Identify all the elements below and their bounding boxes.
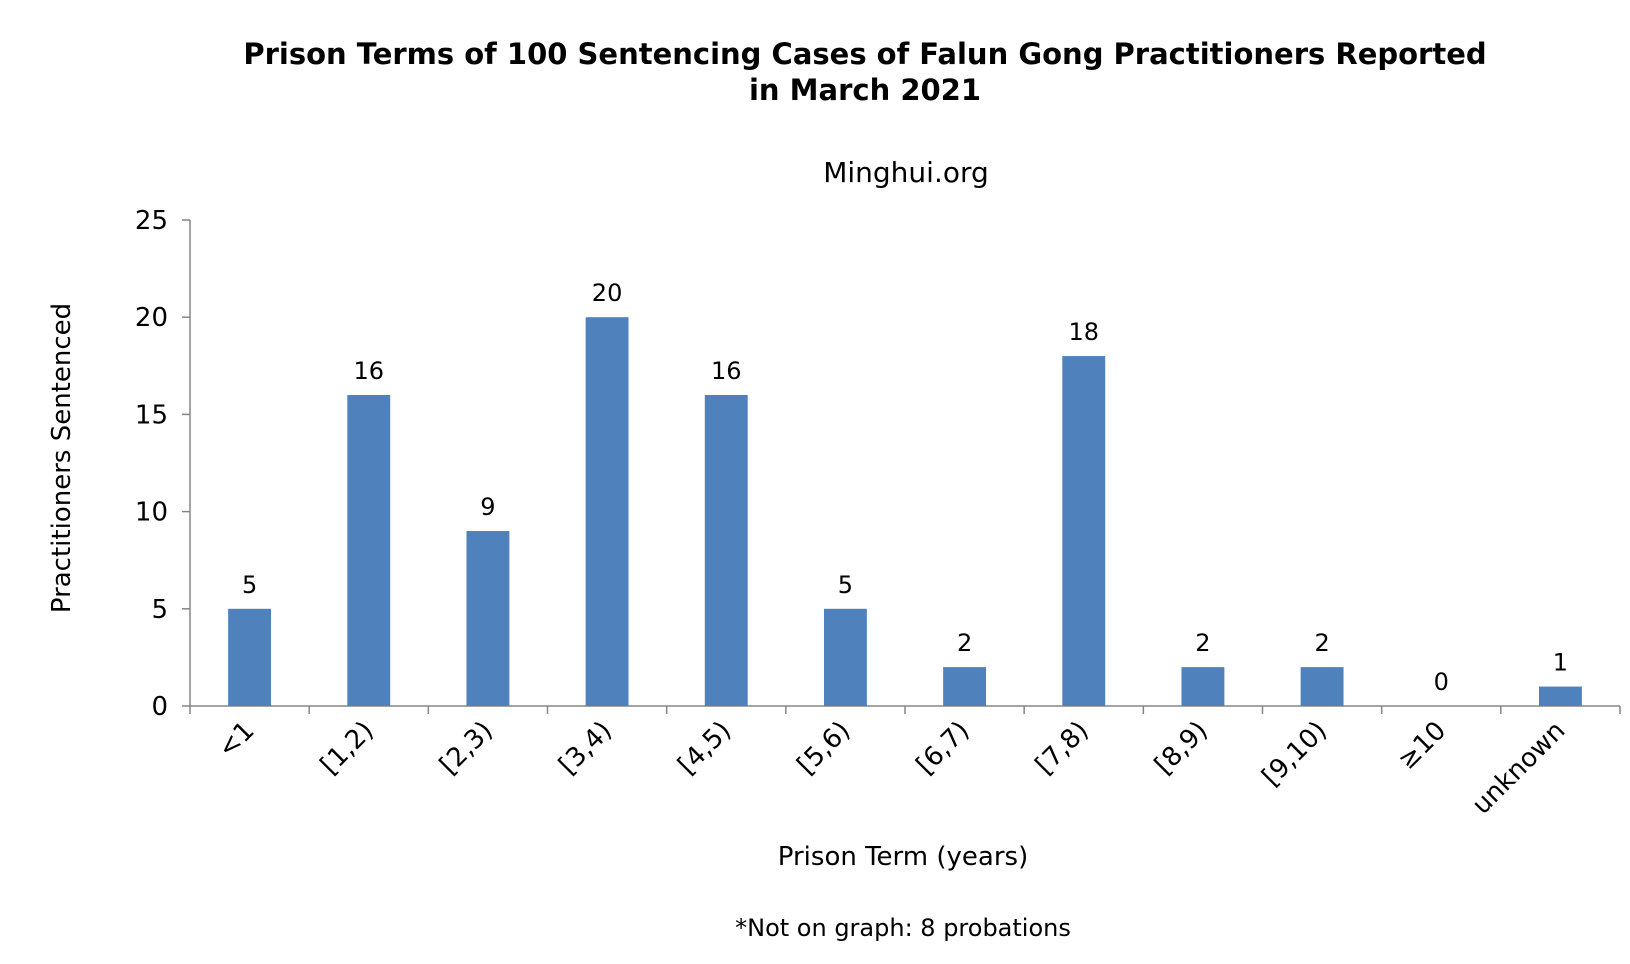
y-tick-label: 5 [151,595,168,625]
y-tick-label: 10 [135,498,168,528]
bar [1062,356,1106,706]
x-tick-label: [1,2) [315,716,380,781]
data-label: 20 [592,279,623,307]
data-label: 16 [711,357,742,385]
x-tick-label: [9,10) [1257,716,1334,793]
y-axis-label: Practitioners Sentenced [47,303,77,613]
data-label: 16 [353,357,384,385]
data-label: 2 [1195,629,1210,657]
data-label: 1 [1553,649,1568,677]
bar [1300,667,1344,706]
data-label: 0 [1434,668,1449,696]
x-tick-label: unknown [1467,716,1572,821]
y-axis: 0 5 10 15 20 25 [135,206,191,722]
chart-footnote: *Not on graph: 8 probations [735,914,1071,942]
chart-title: Prison Terms of 100 Sentencing Cases of … [0,36,1630,108]
bars [228,317,1582,706]
x-tick-label: ≥10 [1392,716,1452,776]
bar [228,608,272,706]
chart-subtitle: Minghui.org [823,156,989,189]
x-tick-label: [3,4) [553,716,618,781]
x-axis [189,705,1621,714]
x-tick-label: <1 [212,716,260,764]
x-tick-label: [2,3) [434,716,499,781]
x-tick-label: [4,5) [672,716,737,781]
x-tick-label: [5,6) [792,716,857,781]
x-axis-label: Prison Term (years) [778,842,1028,872]
x-tick-label: [7,8) [1030,716,1095,781]
bar [585,317,629,706]
bar [1538,686,1582,706]
y-tick-label: 0 [151,692,168,722]
x-tick-label: [6,7) [911,716,976,781]
data-label: 2 [1314,629,1329,657]
data-label: 5 [242,571,257,599]
bar [823,608,867,706]
data-label: 18 [1068,318,1099,346]
bar [466,531,510,706]
bar [943,667,987,706]
bar [347,394,391,706]
y-tick-label: 25 [135,206,168,236]
bar [1181,667,1225,706]
chart-title-line-1: Prison Terms of 100 Sentencing Cases of … [243,37,1487,71]
data-label: 9 [480,493,495,521]
chart-title-line-2: in March 2021 [748,73,982,107]
x-tick-label: [8,9) [1149,716,1214,781]
y-tick-label: 15 [135,400,168,430]
bar [704,394,748,706]
x-tick-labels: <1 [1,2) [2,3) [3,4) [4,5) [5,6) [6,7) [7,8) [8,… [212,716,1571,821]
data-label: 2 [957,629,972,657]
data-label: 5 [838,571,853,599]
y-tick-label: 20 [135,303,168,333]
